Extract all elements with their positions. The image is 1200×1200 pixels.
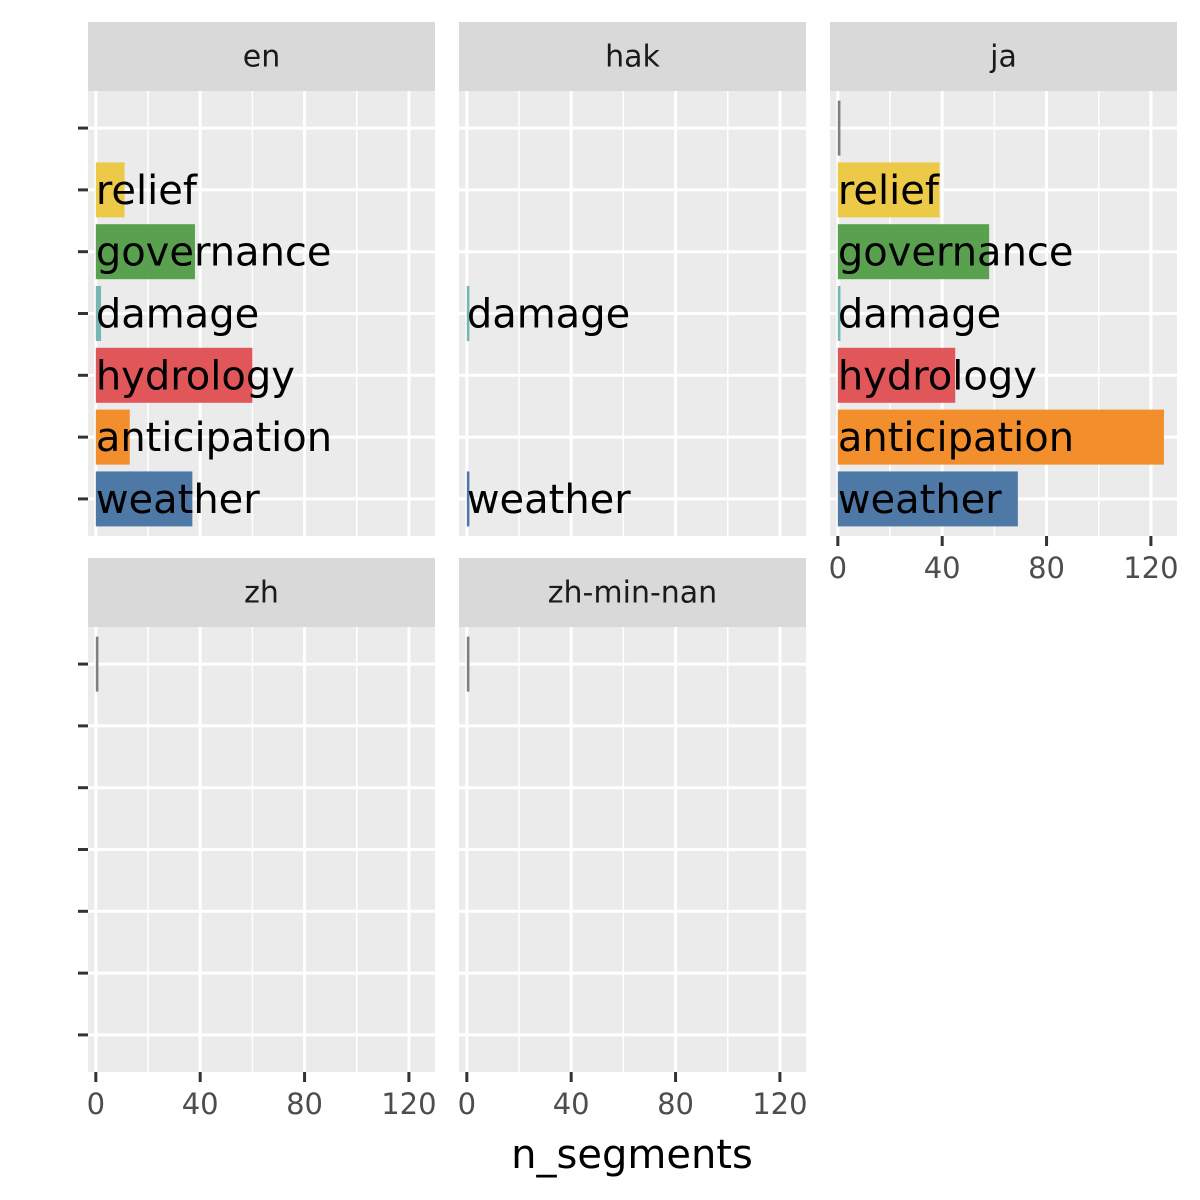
bar-label-damage: damage	[96, 292, 259, 338]
bar-damage	[837, 286, 841, 341]
bar-label-weather: weather	[838, 477, 1002, 523]
bar-label-weather: weather	[467, 477, 631, 523]
facet-strip	[459, 22, 806, 91]
x-tick-label: 40	[182, 1087, 219, 1121]
bar-label-anticipation: anticipation	[838, 415, 1074, 461]
facet-strip	[88, 558, 435, 627]
bar-hydrology	[837, 347, 956, 403]
bar-hydrology	[95, 347, 253, 403]
facet-strip-label: zh	[244, 576, 279, 611]
facet-panels: en weather anticipation hydrology damage gove…	[78, 22, 1179, 1121]
facet-strip-label: en	[243, 40, 280, 75]
bar-blank	[837, 100, 841, 156]
bar-governance	[837, 224, 990, 280]
x-tick-label: 80	[1028, 551, 1065, 585]
x-tick-label: 120	[381, 1087, 436, 1121]
bar-anticipation	[837, 409, 1164, 465]
x-tick-label: 40	[553, 1087, 590, 1121]
facet-zh: zh 0 40 80 120	[78, 558, 437, 1121]
facet-strip-label: hak	[605, 40, 660, 75]
bar-label-hydrology: hydrology	[96, 353, 295, 399]
facet-hak: hak weather damage	[459, 22, 806, 536]
bar-label-damage: damage	[467, 292, 630, 338]
bar-damage	[95, 286, 102, 341]
x-tick-label: 0	[829, 551, 847, 585]
facet-strip-label: zh-min-nan	[548, 576, 717, 611]
facet-ja: ja weather anticipation hydrology damage gove…	[829, 22, 1179, 585]
bar-relief	[95, 162, 125, 218]
bar-weather	[466, 471, 470, 527]
x-tick-label: 80	[286, 1087, 323, 1121]
bar-label-weather: weather	[96, 477, 260, 523]
bar-anticipation	[95, 409, 130, 465]
x-tick-label: 120	[752, 1087, 807, 1121]
facet-strip	[830, 22, 1177, 91]
bar-label-governance: governance	[96, 230, 332, 276]
bar-weather	[837, 471, 1018, 527]
bar-relief	[837, 162, 940, 218]
facet-strip-label: ja	[989, 40, 1017, 75]
x-tick-label: 80	[657, 1087, 694, 1121]
x-tick-label: 0	[458, 1087, 476, 1121]
x-axis-title: n_segments	[511, 1132, 753, 1178]
bar-label-relief: relief	[96, 168, 198, 214]
x-tick-label: 0	[87, 1087, 105, 1121]
bar-blank	[95, 636, 99, 692]
facet-zh-min-nan: zh-min-nan 0 40 80 120	[458, 558, 808, 1121]
bar-label-hydrology: hydrology	[838, 353, 1037, 399]
bar-label-governance: governance	[838, 230, 1074, 276]
facet-strip	[459, 558, 806, 627]
bar-blank	[466, 636, 470, 692]
x-tick-label: 120	[1123, 551, 1178, 585]
bar-damage	[466, 286, 470, 341]
facet-en: en weather anticipation hydrology damage gove…	[78, 22, 435, 536]
bar-label-relief: relief	[838, 168, 940, 214]
bar-weather	[95, 471, 193, 527]
bar-label-damage: damage	[838, 292, 1001, 338]
bar-governance	[95, 224, 195, 280]
bar-label-anticipation: anticipation	[96, 415, 332, 461]
facet-strip	[88, 22, 435, 91]
x-tick-label: 40	[924, 551, 961, 585]
